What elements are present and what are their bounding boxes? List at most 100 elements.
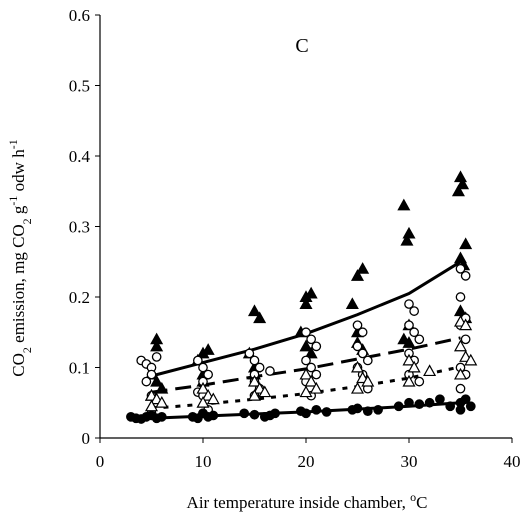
x-tick-label: 40 xyxy=(504,452,521,471)
panel-label: C xyxy=(295,35,308,57)
point-filled-triangle xyxy=(304,346,318,359)
point-filled-circle xyxy=(455,404,466,415)
point-filled-triangle xyxy=(299,339,313,352)
point-filled-circle xyxy=(321,407,332,417)
tick-labels: 0 10 20 30 40 0 0.1 0.2 0.3 0.4 0.5 0.6 xyxy=(69,6,521,471)
point-open-triangle xyxy=(453,339,468,352)
point-open-circle xyxy=(460,270,471,281)
point-open-circle xyxy=(244,348,255,359)
point-filled-triangle xyxy=(350,269,365,281)
point-filled-circle xyxy=(460,394,471,405)
point-open-circle xyxy=(414,376,425,387)
axes xyxy=(95,14,513,443)
point-open-triangle xyxy=(304,374,318,387)
point-open-triangle xyxy=(459,318,473,331)
point-open-triangle xyxy=(423,364,437,377)
point-filled-circle xyxy=(393,401,404,412)
point-open-circle xyxy=(151,352,162,362)
point-open-circle xyxy=(254,362,265,373)
point-open-circle xyxy=(249,355,260,366)
point-open-triangle xyxy=(309,381,323,394)
point-filled-circle xyxy=(424,397,435,408)
point-open-circle xyxy=(404,299,414,309)
point-open-circle xyxy=(352,320,363,331)
point-open-circle xyxy=(301,327,311,338)
point-open-circle xyxy=(409,306,419,316)
point-open-triangle xyxy=(258,385,272,398)
point-filled-triangle xyxy=(150,374,164,387)
point-filled-triangle xyxy=(155,381,169,394)
point-open-circle xyxy=(311,369,322,380)
point-filled-triangle xyxy=(397,198,411,211)
y-tick-label: 0.6 xyxy=(69,6,90,25)
point-filled-circle xyxy=(156,411,167,422)
point-open-circle xyxy=(301,355,311,366)
point-filled-triangle xyxy=(456,177,470,190)
point-open-triangle xyxy=(247,374,262,387)
point-open-circle xyxy=(362,355,373,366)
point-filled-circle xyxy=(362,406,373,417)
y-tick-label: 0.5 xyxy=(69,77,90,96)
y-tick-label: 0.4 xyxy=(69,147,91,166)
point-open-triangle xyxy=(453,367,468,380)
data-points xyxy=(126,170,478,424)
point-filled-triangle xyxy=(453,170,468,183)
point-open-triangle xyxy=(464,353,478,366)
point-filled-triangle xyxy=(356,262,370,274)
point-open-triangle xyxy=(247,388,262,401)
point-filled-triangle xyxy=(400,233,414,246)
point-filled-triangle xyxy=(304,286,318,299)
point-open-triangle xyxy=(361,374,375,387)
x-tick-label: 20 xyxy=(298,452,315,471)
point-open-circle xyxy=(455,383,466,394)
point-filled-circle xyxy=(208,410,219,421)
point-filled-circle xyxy=(311,404,322,415)
point-open-triangle xyxy=(350,360,365,373)
point-open-circle xyxy=(357,348,368,359)
y-axis-label: CO2 emission, mg CO2 g-1 odw h-1 xyxy=(6,139,34,376)
point-open-circle xyxy=(357,327,368,338)
point-open-triangle xyxy=(196,381,210,394)
point-open-circle xyxy=(460,334,471,345)
point-open-triangle xyxy=(299,385,313,398)
point-filled-triangle xyxy=(402,336,416,348)
point-filled-circle xyxy=(435,394,445,405)
point-filled-circle xyxy=(465,401,476,412)
point-filled-triangle xyxy=(201,343,215,355)
point-open-circle xyxy=(193,355,203,366)
point-filled-circle xyxy=(445,401,456,412)
point-filled-circle xyxy=(301,408,311,419)
point-filled-circle xyxy=(239,408,250,419)
point-filled-circle xyxy=(352,403,363,414)
point-open-triangle xyxy=(196,396,210,408)
point-filled-circle xyxy=(373,404,383,415)
point-open-circle xyxy=(146,369,157,380)
x-tick-label: 10 xyxy=(195,452,212,471)
point-open-circle xyxy=(141,376,152,387)
point-open-circle xyxy=(311,341,322,352)
point-filled-circle xyxy=(414,399,425,410)
point-open-triangle xyxy=(299,367,313,380)
point-filled-triangle xyxy=(253,311,267,324)
y-tick-label: 0 xyxy=(82,429,91,448)
point-open-triangle xyxy=(206,392,220,405)
point-open-circle xyxy=(306,362,316,373)
point-open-circle xyxy=(455,263,466,274)
point-open-circle xyxy=(198,362,208,373)
point-open-circle xyxy=(455,292,466,302)
y-tick-label: 0.1 xyxy=(69,359,90,378)
point-filled-circle xyxy=(270,408,280,419)
point-filled-triangle xyxy=(247,304,262,317)
point-open-circle xyxy=(414,334,425,345)
y-tick-label: 0.2 xyxy=(69,288,90,307)
point-filled-triangle xyxy=(150,339,164,352)
point-filled-circle xyxy=(249,409,260,420)
point-filled-triangle xyxy=(345,297,359,310)
point-open-circle xyxy=(409,327,419,338)
point-open-triangle xyxy=(402,353,416,366)
point-filled-triangle xyxy=(459,237,473,250)
point-open-circle xyxy=(352,341,363,352)
x-tick-label: 0 xyxy=(96,452,105,471)
x-axis-label: Air temperature inside chamber, oC xyxy=(187,490,428,512)
